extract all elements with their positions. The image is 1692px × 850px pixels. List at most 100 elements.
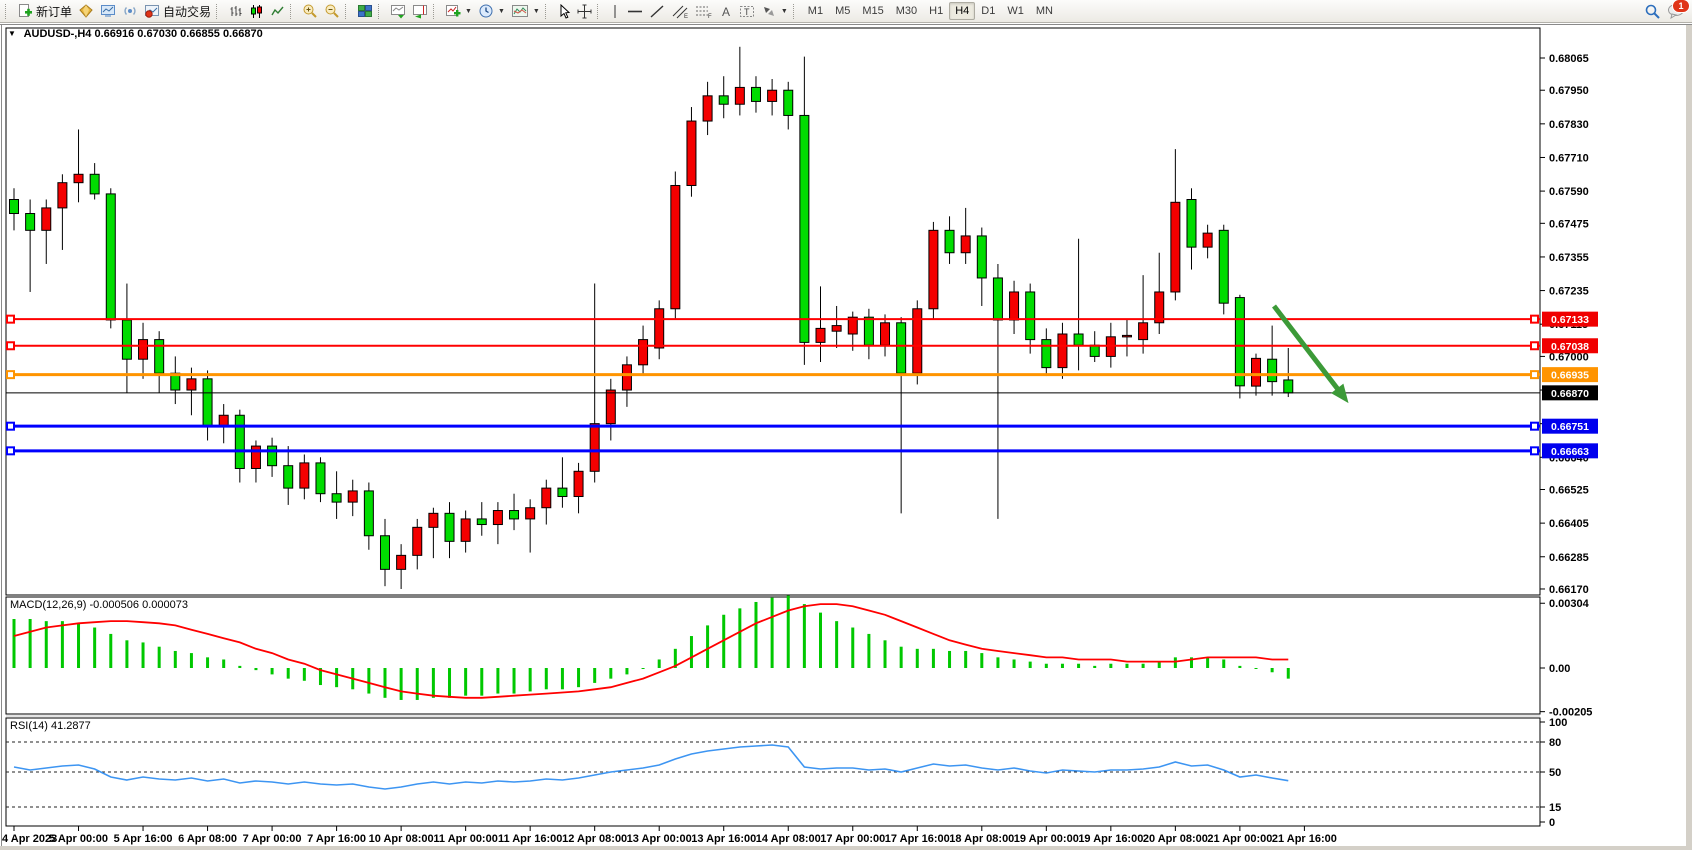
- cursor-button[interactable]: [554, 1, 574, 22]
- text-button[interactable]: A: [716, 1, 736, 22]
- timeframe-D1[interactable]: D1: [981, 5, 996, 17]
- tile-windows-button[interactable]: [354, 1, 376, 22]
- timeframe-M15[interactable]: M15: [862, 5, 884, 17]
- candle[interactable]: [702, 81, 713, 136]
- candle[interactable]: [815, 286, 826, 363]
- candle[interactable]: [444, 502, 455, 559]
- line-handle[interactable]: [6, 446, 15, 456]
- candle[interactable]: [476, 502, 487, 536]
- zoom-in-button[interactable]: [299, 1, 321, 22]
- auto-scroll-button[interactable]: [387, 1, 409, 22]
- candle[interactable]: [89, 163, 100, 200]
- candle[interactable]: [509, 493, 520, 531]
- candle[interactable]: [1218, 224, 1229, 315]
- trendline-button[interactable]: [646, 1, 668, 22]
- timeframe-M1[interactable]: M1: [807, 5, 824, 17]
- candle[interactable]: [25, 199, 36, 292]
- candle[interactable]: [428, 507, 439, 559]
- equidistant-channel-button[interactable]: E: [668, 1, 692, 22]
- candle[interactable]: [734, 46, 745, 116]
- main-plot-frame[interactable]: [5, 27, 1541, 596]
- candle[interactable]: [283, 446, 294, 505]
- text-label-button[interactable]: T: [736, 1, 758, 22]
- autotrading-button[interactable]: 自动交易: [141, 1, 214, 22]
- candle[interactable]: [412, 518, 423, 570]
- candle[interactable]: [299, 454, 310, 500]
- candle[interactable]: [379, 518, 390, 587]
- candle[interactable]: [783, 81, 794, 130]
- candle[interactable]: [1186, 188, 1197, 270]
- indicators-button[interactable]: ▼: [442, 1, 475, 22]
- candle[interactable]: [750, 76, 761, 113]
- candle[interactable]: [960, 207, 971, 264]
- crosshair-button[interactable]: [574, 1, 595, 22]
- candle[interactable]: [250, 440, 261, 483]
- timeframe-H1[interactable]: H1: [929, 5, 944, 17]
- zoom-out-button[interactable]: [321, 1, 343, 22]
- line-handle[interactable]: [6, 421, 15, 431]
- search-icon[interactable]: [1644, 3, 1661, 20]
- price-chart-canvas[interactable]: 0.68065 0.67950 0.67830 0.67710 0.67590 0.674…: [0, 24, 1692, 850]
- templates-button[interactable]: ▼: [508, 1, 543, 22]
- candle[interactable]: [138, 322, 149, 379]
- candle[interactable]: [541, 479, 552, 525]
- candle[interactable]: [847, 311, 858, 351]
- candle[interactable]: [234, 409, 245, 483]
- candle[interactable]: [525, 499, 536, 553]
- line-handle[interactable]: [6, 341, 15, 351]
- candle[interactable]: [1170, 149, 1181, 301]
- timeframe-M5[interactable]: M5: [835, 5, 851, 17]
- candle[interactable]: [1202, 224, 1213, 259]
- candle[interactable]: [686, 107, 697, 197]
- line-handle[interactable]: [6, 370, 15, 380]
- timeframe-MN[interactable]: MN: [1035, 5, 1053, 17]
- terminal-button[interactable]: [97, 1, 119, 22]
- candle[interactable]: [557, 457, 568, 508]
- bar-chart-button[interactable]: [225, 1, 246, 22]
- candle[interactable]: [718, 76, 729, 119]
- candle[interactable]: [73, 129, 84, 203]
- line-handle[interactable]: [6, 314, 15, 324]
- candle[interactable]: [41, 199, 52, 264]
- candle[interactable]: [1057, 322, 1068, 379]
- candle[interactable]: [396, 544, 407, 589]
- down-arrow-object[interactable]: [1272, 304, 1342, 394]
- line-handle[interactable]: [1530, 314, 1539, 324]
- periods-button[interactable]: ▼: [475, 1, 508, 22]
- candle[interactable]: [621, 356, 632, 407]
- chart-shift-button[interactable]: [409, 1, 431, 22]
- line-handle[interactable]: [1530, 446, 1539, 456]
- candle[interactable]: [1041, 328, 1052, 377]
- candle[interactable]: [944, 216, 955, 264]
- candle[interactable]: [105, 188, 116, 329]
- candle[interactable]: [1138, 275, 1149, 354]
- arrows-button[interactable]: ▼: [758, 1, 791, 22]
- candle[interactable]: [799, 56, 810, 365]
- candle[interactable]: [9, 188, 19, 231]
- candle[interactable]: [573, 462, 584, 514]
- candle[interactable]: [460, 510, 471, 553]
- signals-button[interactable]: [119, 1, 141, 22]
- new-order-button[interactable]: 新订单: [14, 1, 75, 22]
- candle[interactable]: [605, 378, 616, 441]
- candle[interactable]: [831, 305, 842, 349]
- candle[interactable]: [57, 174, 68, 250]
- candle[interactable]: [492, 502, 503, 545]
- timeframe-W1[interactable]: W1: [1007, 5, 1024, 17]
- candle[interactable]: [363, 482, 374, 550]
- candle[interactable]: [315, 457, 326, 503]
- candle[interactable]: [267, 437, 278, 477]
- timeframe-H4[interactable]: H4: [949, 2, 976, 20]
- candle[interactable]: [654, 300, 665, 360]
- candle[interactable]: [331, 471, 342, 519]
- collapse-triangle-icon[interactable]: ▼: [8, 29, 16, 38]
- candle[interactable]: [912, 300, 923, 385]
- horizontal-line-button[interactable]: [624, 1, 646, 22]
- timeframe-M30[interactable]: M30: [895, 5, 918, 17]
- candle[interactable]: [1267, 325, 1278, 396]
- chart-styles-button[interactable]: [75, 1, 97, 22]
- candle[interactable]: [1154, 252, 1165, 334]
- notifications-button[interactable]: 1: [1667, 0, 1690, 19]
- candle[interactable]: [670, 171, 681, 320]
- candle[interactable]: [767, 79, 778, 116]
